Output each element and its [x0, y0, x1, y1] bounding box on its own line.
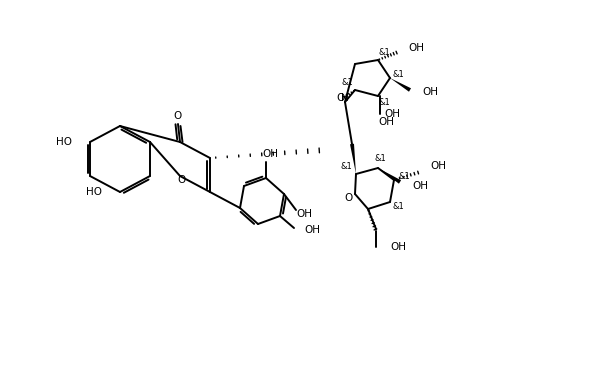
Text: OH: OH [262, 149, 278, 159]
Text: &1: &1 [398, 171, 410, 180]
Text: O: O [178, 175, 186, 185]
Text: &1: &1 [378, 97, 390, 106]
Text: &1: &1 [341, 77, 353, 87]
Text: H: H [341, 93, 349, 103]
Text: HO: HO [86, 187, 102, 197]
Text: O: O [174, 111, 182, 121]
Polygon shape [378, 168, 401, 184]
Text: O: O [337, 93, 345, 103]
Text: OH: OH [412, 181, 428, 191]
Polygon shape [390, 78, 411, 92]
Text: O: O [345, 193, 353, 203]
Text: OH: OH [390, 242, 406, 252]
Text: &1: &1 [378, 48, 390, 57]
Text: &1: &1 [392, 202, 404, 211]
Text: &1: &1 [392, 70, 404, 78]
Text: OH: OH [304, 225, 320, 235]
Text: HO: HO [56, 137, 72, 147]
Text: OH: OH [384, 109, 400, 119]
Text: &1: &1 [374, 154, 386, 163]
Polygon shape [350, 144, 356, 174]
Text: OH: OH [378, 117, 394, 127]
Text: OH: OH [408, 43, 424, 53]
Text: OH: OH [422, 87, 438, 97]
Text: OH: OH [430, 161, 446, 171]
Text: &1: &1 [340, 161, 352, 170]
Text: OH: OH [296, 209, 312, 219]
